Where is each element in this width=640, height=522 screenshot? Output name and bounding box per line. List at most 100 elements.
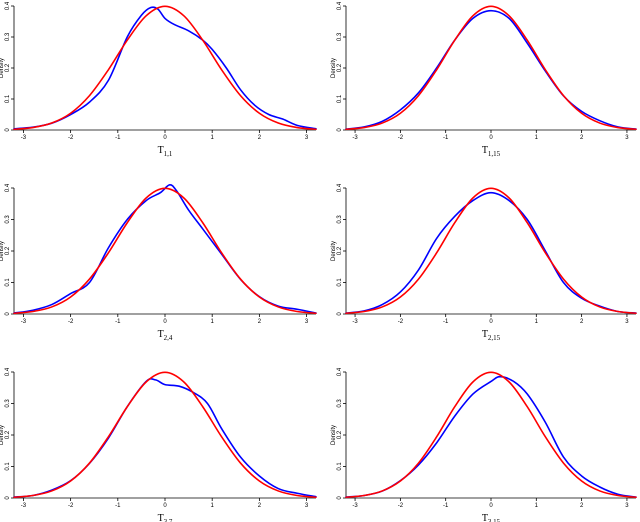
x-tick-label: 0 xyxy=(489,135,493,141)
x-tick-label: 3 xyxy=(625,319,629,325)
x-tick-label: 3 xyxy=(305,503,309,509)
x-axis-label-main: T xyxy=(158,145,164,156)
x-tick-label: 3 xyxy=(305,319,309,325)
y-tick-label: 0.1 xyxy=(337,94,343,103)
y-tick-label: 0.1 xyxy=(5,94,11,103)
normal-density-line xyxy=(345,5,637,131)
x-axis-label: T2,4 xyxy=(158,329,173,342)
y-tick-label: 0 xyxy=(337,128,343,132)
y-tick-label: 0.3 xyxy=(5,399,11,408)
y-tick-label: 0.3 xyxy=(337,32,343,41)
y-tick-label: 0.2 xyxy=(5,63,11,72)
y-tick-label: 0.4 xyxy=(337,1,343,10)
y-axis-label: Density xyxy=(331,241,337,261)
empirical-density-line xyxy=(345,375,637,498)
density-panel: -3 -2 -1 0 1 2 3 0 0.1 0.2 0.3 0.4 Density T1,1 xyxy=(0,1,317,158)
x-axis-label-main: T xyxy=(158,513,164,522)
x-tick-label: -2 xyxy=(398,135,404,141)
y-tick-label: 0.1 xyxy=(5,462,11,471)
y-tick-label: 0 xyxy=(337,496,343,500)
y-tick-label: 0.3 xyxy=(5,215,11,224)
x-axis-label-subscript: 1,1 xyxy=(164,150,173,158)
x-tick-label: -1 xyxy=(443,319,449,325)
empirical-density-line xyxy=(13,6,317,130)
x-tick-label: 0 xyxy=(489,503,493,509)
normal-density-line xyxy=(13,371,317,499)
x-tick-label: 1 xyxy=(211,319,215,325)
y-tick-label: 0 xyxy=(5,128,11,132)
x-tick-label: 0 xyxy=(489,319,493,325)
y-axis-label: Density xyxy=(331,58,337,78)
y-tick-label: 0 xyxy=(5,496,11,500)
y-axis-label: Density xyxy=(0,425,5,445)
y-tick-label: 0.2 xyxy=(337,430,343,439)
x-tick-label: -2 xyxy=(68,503,74,509)
x-tick-label: -3 xyxy=(352,135,358,141)
x-axis-label-subscript: 2,4 xyxy=(164,334,173,342)
x-tick-label: -1 xyxy=(115,135,121,141)
x-tick-label: 3 xyxy=(625,135,629,141)
empirical-density-line xyxy=(13,184,317,314)
x-tick-label: 2 xyxy=(580,135,584,141)
y-tick-label: 0.3 xyxy=(5,32,11,41)
y-tick-label: 0.3 xyxy=(337,399,343,408)
x-tick-label: 1 xyxy=(211,503,215,509)
x-axis-label-main: T xyxy=(482,145,488,156)
y-tick-label: 0.1 xyxy=(337,462,343,471)
x-tick-label: -3 xyxy=(352,319,358,325)
empirical-density-line xyxy=(345,9,637,130)
y-tick-label: 0.2 xyxy=(5,246,11,255)
density-panel: -3 -2 -1 0 1 2 3 0 0.1 0.2 0.3 0.4 Density T2,4 xyxy=(0,183,317,342)
x-tick-label: 0 xyxy=(163,319,167,325)
x-tick-label: -3 xyxy=(21,319,27,325)
x-tick-label: -3 xyxy=(21,503,27,509)
y-axis-label: Density xyxy=(331,425,337,445)
x-axis-label-subscript: 3,15 xyxy=(488,518,501,522)
x-tick-label: -3 xyxy=(352,503,358,509)
y-tick-label: 0.1 xyxy=(5,278,11,287)
density-panel: -3 -2 -1 0 1 2 3 0 0.1 0.2 0.3 0.4 Density T3,15 xyxy=(331,367,637,522)
y-tick-label: 0.4 xyxy=(5,367,11,376)
x-axis-label-main: T xyxy=(482,329,488,340)
normal-density-line xyxy=(345,187,637,315)
x-tick-label: 1 xyxy=(535,135,539,141)
x-tick-label: 2 xyxy=(258,135,262,141)
x-axis-label: T3,7 xyxy=(158,513,173,522)
x-axis-label-subscript: 3,7 xyxy=(164,518,173,522)
y-tick-label: 0.4 xyxy=(5,183,11,192)
x-axis-label: T3,15 xyxy=(482,513,501,522)
x-tick-label: 2 xyxy=(258,319,262,325)
density-panel: -3 -2 -1 0 1 2 3 0 0.1 0.2 0.3 0.4 Density T2,15 xyxy=(331,183,637,342)
y-tick-label: 0 xyxy=(337,312,343,316)
x-tick-label: 2 xyxy=(580,503,584,509)
x-tick-label: -1 xyxy=(443,135,449,141)
empirical-density-line xyxy=(13,377,317,498)
x-tick-label: 0 xyxy=(163,135,167,141)
x-tick-label: 1 xyxy=(535,319,539,325)
y-tick-label: 0.2 xyxy=(337,246,343,255)
x-axis-label-subscript: 1,15 xyxy=(488,150,501,158)
y-tick-label: 0.2 xyxy=(337,63,343,72)
y-tick-label: 0.3 xyxy=(337,215,343,224)
y-axis-label: Density xyxy=(0,241,5,261)
empirical-density-line xyxy=(345,191,637,314)
x-tick-label: 3 xyxy=(625,503,629,509)
density-panel: -3 -2 -1 0 1 2 3 0 0.1 0.2 0.3 0.4 Density T1,15 xyxy=(331,1,637,158)
x-tick-label: 0 xyxy=(163,503,167,509)
normal-density-line xyxy=(13,187,317,315)
x-tick-label: -1 xyxy=(443,503,449,509)
normal-density-line xyxy=(13,5,317,131)
x-tick-label: -2 xyxy=(398,503,404,509)
y-tick-label: 0 xyxy=(5,312,11,316)
x-tick-label: 1 xyxy=(535,503,539,509)
normal-density-line xyxy=(345,371,637,499)
x-axis-label: T1,1 xyxy=(158,145,173,158)
y-tick-label: 0.2 xyxy=(5,430,11,439)
x-tick-label: 3 xyxy=(305,135,309,141)
density-panel: -3 -2 -1 0 1 2 3 0 0.1 0.2 0.3 0.4 Density T3,7 xyxy=(0,367,317,522)
x-tick-label: 2 xyxy=(258,503,262,509)
x-axis-label: T2,15 xyxy=(482,329,501,342)
x-tick-label: 2 xyxy=(580,319,584,325)
